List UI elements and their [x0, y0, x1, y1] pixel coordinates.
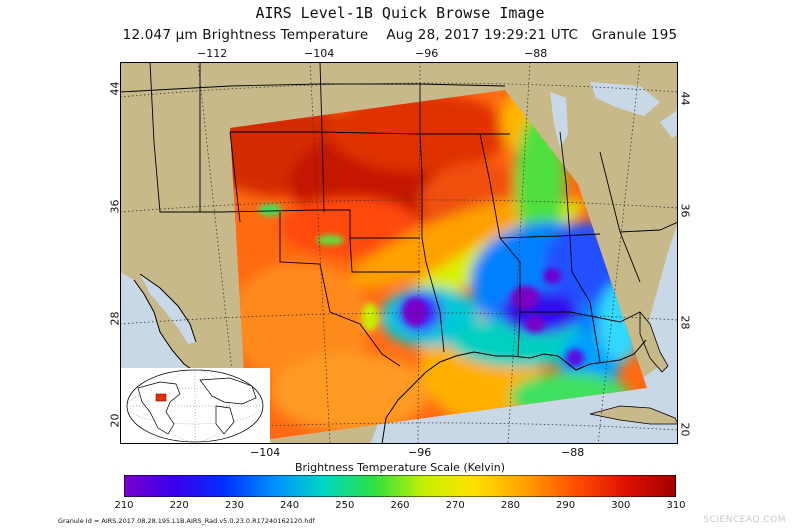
bottom-lon-label: −104: [250, 446, 281, 459]
colorbar-tick-label: 300: [611, 500, 631, 511]
bottom-lon-label: −96: [408, 446, 432, 459]
atlantic-ocean: [648, 222, 678, 368]
colorbar-gradient: [124, 475, 676, 497]
bottom-lon-label: −88: [561, 446, 585, 459]
right-lat-label: 28: [678, 315, 692, 330]
colorbar-tick-label: 270: [445, 500, 465, 511]
band-unit: μm: [175, 27, 198, 43]
granule-id: Granule Id = AIRS.2017.08.28.195.L1B.AIR…: [58, 517, 315, 525]
page-title: AIRS Level-1B Quick Browse Image: [255, 4, 545, 22]
top-lon-label: −96: [415, 47, 439, 60]
colorbar-tick-label: 230: [224, 500, 244, 511]
gulf-coastline: [381, 339, 647, 444]
colorbar-title: Brightness Temperature Scale (Kelvin): [295, 461, 505, 474]
colorbar-tick-label: 290: [556, 500, 576, 511]
satellite-map: [120, 62, 678, 444]
colorbar-tick-label: 210: [114, 500, 134, 511]
political-borders: [120, 62, 678, 367]
product-name: Brightness Temperature: [202, 27, 369, 43]
right-lat-label: 44: [678, 91, 692, 106]
inset-globe: [120, 368, 270, 444]
right-lat-label: 20: [678, 422, 692, 437]
band-value: 12.047: [122, 27, 172, 43]
gulf-ca-coastline: [139, 273, 197, 343]
colorbar-tick-label: 220: [169, 500, 189, 511]
time-text: 19:29:21 UTC: [484, 27, 579, 43]
date-text: Aug 28, 2017: [386, 27, 480, 43]
colorbar-tick-label: 260: [390, 500, 410, 511]
cuba: [589, 405, 678, 425]
page-subtitle: 12.047 μm Brightness Temperature Aug 28,…: [0, 27, 800, 43]
great-lakes: [550, 82, 678, 148]
florida: [639, 310, 669, 373]
colorbar-tick-label: 250: [335, 500, 355, 511]
granule-text: Granule 195: [591, 27, 678, 43]
top-lon-label: −104: [304, 47, 335, 60]
watermark: SCIENCEAQ.COM: [703, 515, 786, 525]
top-lon-label: −112: [197, 47, 228, 60]
right-lat-label: 36: [678, 203, 692, 218]
colorbar-tick-label: 240: [280, 500, 300, 511]
colorbar-tick-label: 310: [666, 500, 686, 511]
colorbar-tick-label: 280: [500, 500, 520, 511]
colorbar: [124, 475, 676, 497]
top-lon-label: −88: [524, 47, 548, 60]
gulf-of-california: [140, 274, 196, 344]
